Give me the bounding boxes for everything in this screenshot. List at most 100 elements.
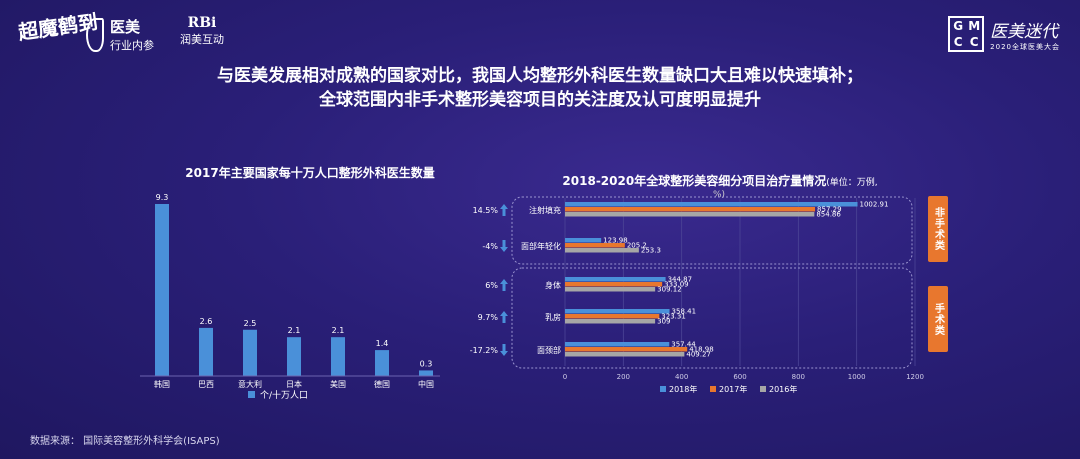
right-bar-4-1 xyxy=(565,347,688,352)
right-category-label-4: 面颈部 xyxy=(537,345,561,355)
left-bar-2 xyxy=(243,329,257,376)
right-bar-2-1 xyxy=(565,282,663,287)
face-icon xyxy=(86,17,104,52)
arrow-up-icon xyxy=(500,311,508,323)
growth-label-2: 6% xyxy=(485,281,498,290)
right-category-label-2: 身体 xyxy=(545,280,561,290)
right-bar-value-2-0: 344.87 xyxy=(668,276,693,284)
data-source: 数据来源： 国际美容整形外科学会(ISAPS) xyxy=(30,436,220,447)
right-legend-swatch-0 xyxy=(660,386,666,392)
right-xtick-0: 0 xyxy=(563,373,567,381)
logo-rbi-title: RBi xyxy=(187,15,217,31)
right-bar-0-1 xyxy=(565,207,816,212)
left-bar-3 xyxy=(287,337,301,376)
right-legend-swatch-2 xyxy=(760,386,766,392)
left-bar-1 xyxy=(199,327,213,376)
left-bar-0 xyxy=(155,204,169,376)
left-chart-title: 2017年主要国家每十万人口整形外科医生数量 xyxy=(185,166,435,180)
right-legend-label-2: 2016年 xyxy=(769,384,797,394)
right-chart-title: 2018-2020年全球整形美容细分项目治疗量情况(单位：万例, xyxy=(562,174,878,188)
right-xtick-5: 1000 xyxy=(848,373,866,381)
right-bar-0-2 xyxy=(565,212,815,217)
growth-label-3: 9.7% xyxy=(478,313,499,322)
right-bar-0-0 xyxy=(565,202,858,207)
right-chart-title-unit: %) xyxy=(713,190,726,200)
right-bar-value-3-2: 309 xyxy=(657,318,670,326)
left-tick-label-1: 巴西 xyxy=(198,380,214,389)
right-legend-label-0: 2018年 xyxy=(669,384,697,394)
right-xtick-2: 400 xyxy=(675,373,688,381)
right-bar-value-3-0: 358.41 xyxy=(672,308,697,316)
right-bar-4-2 xyxy=(565,352,685,357)
right-bar-value-0-0: 1002.91 xyxy=(860,201,889,209)
right-category-label-0: 注射填充 xyxy=(529,205,561,215)
right-xtick-3: 600 xyxy=(733,373,746,381)
left-bar-value-4: 2.1 xyxy=(332,326,345,335)
logo-rbi-sub: 润美互动 xyxy=(180,33,224,46)
growth-label-4: -17.2% xyxy=(470,346,498,355)
right-bar-1-0 xyxy=(565,238,602,243)
left-tick-label-4: 美国 xyxy=(330,379,346,389)
right-legend-swatch-1 xyxy=(710,386,716,392)
right-chart: 0 200 400 600 800 1000 1200 注射填充 1002.91 857.298… xyxy=(470,196,924,394)
growth-label-1: -4% xyxy=(482,242,498,251)
arrow-down-icon xyxy=(500,240,508,252)
logo-gmcc-text: 医美迷代 xyxy=(990,21,1059,42)
left-legend-swatch xyxy=(248,391,255,398)
left-bar-value-6: 0.3 xyxy=(420,359,433,368)
right-bar-value-0-1: 857.29 xyxy=(817,206,842,214)
left-tick-label-5: 德国 xyxy=(374,379,390,389)
logo-rbi: RBi 润美互动 xyxy=(180,15,224,47)
right-bar-3-0 xyxy=(565,309,670,314)
left-tick-label-6: 中国 xyxy=(418,379,434,389)
arrow-up-icon xyxy=(500,204,508,216)
left-tick-label-3: 日本 xyxy=(286,379,302,389)
group-box-surgical xyxy=(511,267,913,369)
left-bar-value-5: 1.4 xyxy=(376,339,389,348)
headline-line1: 与医美发展相对成熟的国家对比，我国人均整形外科医生数量缺口大且难以快速填补； xyxy=(217,66,863,86)
headline-line2: 全球范围内非手术整形美容项目的关注度及认可度明显提升 xyxy=(319,90,761,110)
right-bar-3-2 xyxy=(565,319,656,324)
right-bar-value-1-0: 123.98 xyxy=(603,237,628,245)
right-bar-1-1 xyxy=(565,243,625,248)
logo-yimei-title: 医美 xyxy=(110,18,141,36)
arrow-down-icon xyxy=(500,344,508,356)
left-bar-value-3: 2.1 xyxy=(288,326,301,335)
left-bar-6 xyxy=(419,370,433,376)
right-bar-4-0 xyxy=(565,342,670,347)
logo-yimei-neican: 医美 行业内参 xyxy=(86,16,154,53)
right-bar-value-2-1: 333.09 xyxy=(664,281,689,289)
right-bar-1-2 xyxy=(565,248,639,253)
right-bar-value-3-1: 323.31 xyxy=(661,313,686,321)
left-bar-value-0: 9.3 xyxy=(156,193,169,202)
right-xtick-6: 1200 xyxy=(906,373,924,381)
left-bar-value-1: 2.6 xyxy=(200,317,213,326)
right-category-label-1: 面部年轻化 xyxy=(521,241,561,251)
right-bar-value-2-2: 309.12 xyxy=(657,286,682,294)
right-bar-value-0-2: 854.86 xyxy=(816,211,841,219)
logo-gmcc-sub: 2020全球医美大会 xyxy=(990,42,1060,51)
right-bar-value-4-2: 409.27 xyxy=(686,351,711,359)
arrow-up-icon xyxy=(500,279,508,291)
right-xtick-4: 800 xyxy=(792,373,805,381)
right-bar-value-4-0: 357.44 xyxy=(671,341,696,349)
right-xtick-1: 200 xyxy=(617,373,630,381)
left-bar-5 xyxy=(375,350,389,376)
tag-surgical: 手术类 xyxy=(928,286,948,352)
right-bar-2-0 xyxy=(565,277,666,282)
left-legend-label: 个/十万人口 xyxy=(260,389,308,401)
left-tick-label-0: 韩国 xyxy=(154,379,170,389)
left-bar-4 xyxy=(331,337,345,376)
tag-nonsurgical: 非手术类 xyxy=(928,196,948,262)
group-box-nonsurgical xyxy=(511,196,913,265)
right-bar-2-2 xyxy=(565,287,656,292)
right-legend-label-1: 2017年 xyxy=(719,384,747,394)
left-bar-value-2: 2.5 xyxy=(244,319,257,328)
left-chart: 9.3 韩国 2.6 巴西 2.5 意大利 2.1 日本 2.1 美国 1.4 德国 0.3 中国 个/十… xyxy=(140,193,440,401)
right-bar-3-1 xyxy=(565,314,660,319)
right-bar-value-1-2: 253.3 xyxy=(641,247,661,255)
right-bar-value-1-1: 205.2 xyxy=(627,242,647,250)
right-category-label-3: 乳房 xyxy=(545,312,561,322)
